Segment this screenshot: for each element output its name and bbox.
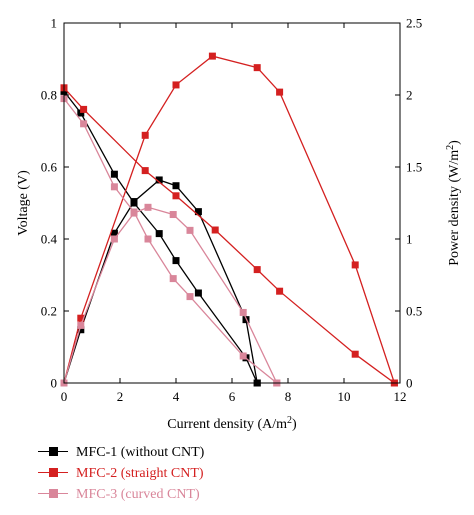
- mfc1-power-point: [130, 198, 138, 206]
- y-left-tick-label: 1: [51, 16, 58, 31]
- mfc2-power-point: [77, 314, 85, 322]
- legend-label-mfc3: MFC-3 (curved CNT): [76, 487, 200, 502]
- x-axis-label: Current density (A/m2): [167, 415, 297, 433]
- mfc2-power-point: [351, 261, 359, 269]
- y-left-tick-label: 0.6: [41, 160, 58, 175]
- x-axis-label-tail: ): [292, 417, 297, 432]
- y-left-tick-label: 0: [51, 376, 58, 391]
- mfc2-power-point: [253, 64, 261, 72]
- legend-marker-mfc1: [49, 447, 58, 456]
- y-right-tick-label: 1: [406, 232, 413, 247]
- mfc1-power-point: [77, 326, 85, 334]
- mfc2-power-point: [208, 52, 216, 60]
- mfc1-power-point: [194, 208, 202, 216]
- legend-label-mfc1: MFC-1 (without CNT): [76, 445, 205, 460]
- x-tick-label: 0: [61, 389, 68, 404]
- mfc1-voltage-point: [77, 109, 85, 117]
- mfc1-voltage-point: [110, 170, 118, 178]
- mfc2-voltage-point: [211, 226, 219, 234]
- mfc3-voltage-point: [110, 183, 118, 191]
- mfc2-voltage-point: [276, 287, 284, 295]
- mfc1-power-point: [110, 229, 118, 237]
- mfc3-power-point: [186, 226, 194, 234]
- mfc3-voltage-point: [169, 275, 177, 283]
- y-left-tick-label: 0.8: [41, 88, 57, 103]
- mfc2-voltage-point: [80, 105, 88, 113]
- legend-marker-mfc2: [49, 468, 58, 477]
- series-layer: [60, 52, 398, 387]
- x-tick-label: 10: [338, 389, 351, 404]
- x-axis-label-sup: 2: [287, 415, 292, 426]
- y-right-axis-label-tail: ): [447, 140, 462, 145]
- legend-marker-mfc3: [49, 489, 58, 498]
- mfc2-power-point: [141, 131, 149, 139]
- y-left-axis-label: Voltage (V): [16, 170, 31, 236]
- mfc2-voltage-point: [351, 350, 359, 358]
- mfc3-power-point: [77, 321, 85, 329]
- plot-frame: [63, 22, 401, 384]
- mfc3-voltage-point: [80, 120, 88, 128]
- x-tick-label: 8: [285, 389, 292, 404]
- mfc3-power-point: [110, 235, 118, 243]
- mfc1-power-point: [172, 182, 180, 190]
- mfc2-voltage-point: [253, 266, 261, 274]
- y-right-tick-label: 2.5: [406, 16, 422, 31]
- mfc3-voltage-point: [144, 235, 152, 243]
- mfc3-power-point: [144, 203, 152, 211]
- mfc3-power-point: [130, 209, 138, 217]
- y-right-tick-label: 2: [406, 88, 413, 103]
- y-left-tick-label: 0.2: [41, 304, 57, 319]
- x-axis-label-main: Current density (A/m: [167, 417, 287, 432]
- mfc2-voltage-point: [172, 192, 180, 200]
- mfc1-power-point: [155, 176, 163, 184]
- mfc1-voltage-point: [194, 289, 202, 297]
- mfc2-power-point: [276, 88, 284, 96]
- legend-label-mfc2: MFC-2 (straight CNT): [76, 466, 204, 481]
- x-tick-label: 6: [229, 389, 236, 404]
- y-right-axis-label: Power density (W/m2): [445, 140, 463, 266]
- x-tick-label: 12: [394, 389, 407, 404]
- y-right-axis-label-main: Power density (W/m: [447, 150, 462, 266]
- mfc2-power-point: [172, 81, 180, 89]
- x-tick-label: 4: [173, 389, 180, 404]
- mfc1-voltage-point: [172, 257, 180, 265]
- mfc1-voltage-point: [155, 230, 163, 238]
- y-right-axis-label-sup: 2: [445, 145, 456, 150]
- mfc3-voltage-point: [239, 352, 247, 360]
- mfc3-voltage-point: [186, 293, 194, 301]
- mfc3-power-point: [169, 211, 177, 219]
- mfc3-power-point: [239, 308, 247, 316]
- mfc2-voltage-point: [141, 167, 149, 175]
- y-left-tick-label: 0.4: [41, 232, 58, 247]
- x-tick-label: 2: [117, 389, 124, 404]
- y-right-tick-label: 0: [406, 376, 413, 391]
- y-right-tick-label: 0.5: [406, 304, 422, 319]
- y-right-tick-label: 1.5: [406, 160, 422, 175]
